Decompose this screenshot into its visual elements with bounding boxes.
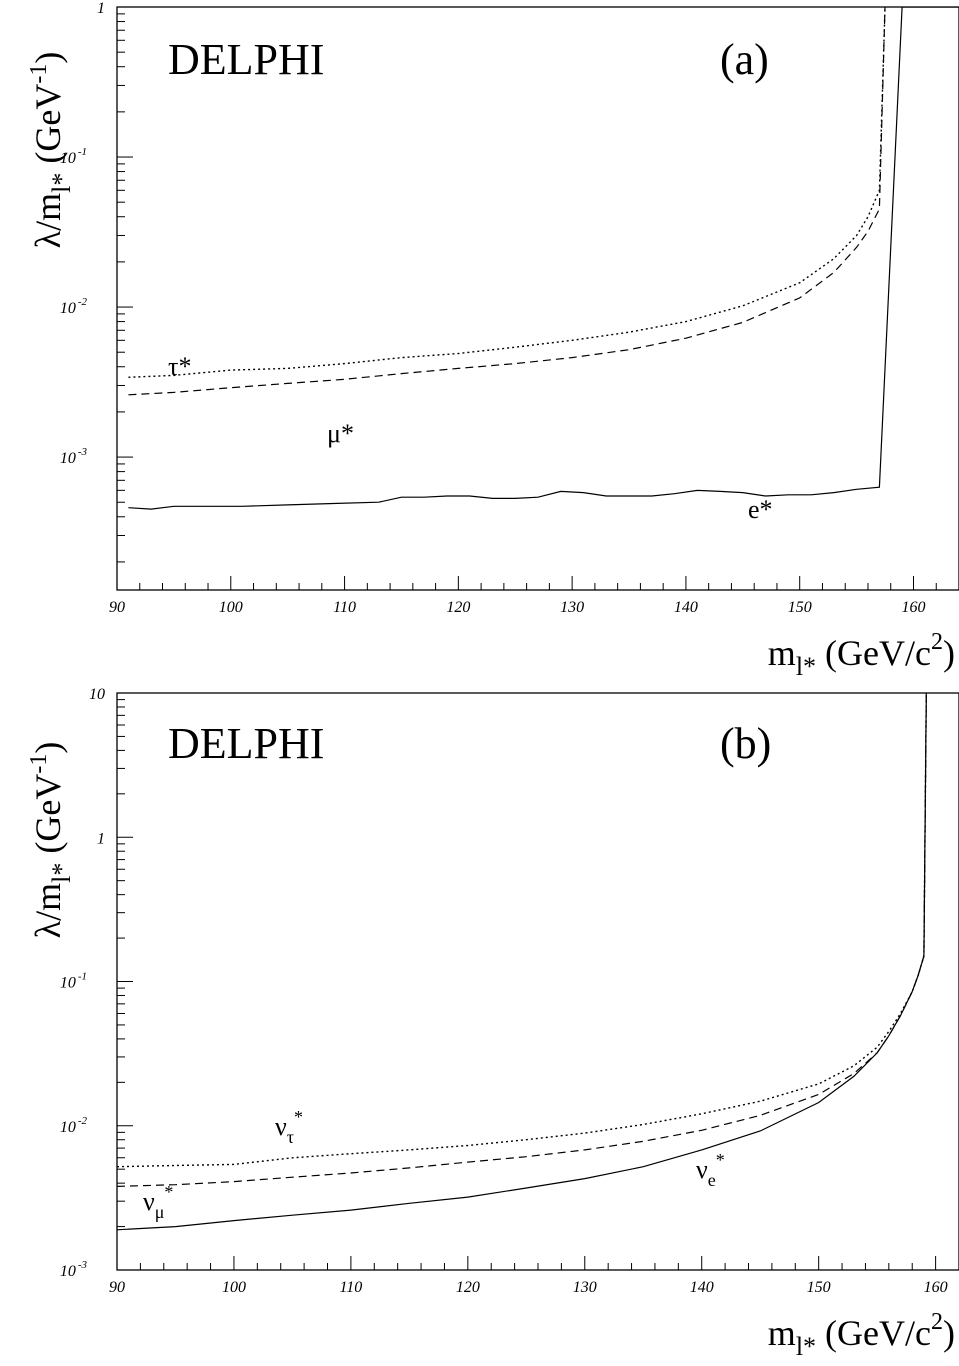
y-tick-label: 1 <box>97 830 105 847</box>
y-tick-label: 10 -1 <box>60 146 87 167</box>
y-tick-label: 10 -2 <box>60 296 88 317</box>
series-label: e* <box>748 495 773 524</box>
experiment-label: DELPHI <box>168 719 324 768</box>
series-label: ντ* <box>275 1107 303 1147</box>
x-tick-label: 90 <box>109 599 125 616</box>
x-tick-label: 130 <box>560 599 584 616</box>
x-tick-label: 120 <box>446 599 470 616</box>
panel-label: (b) <box>720 719 771 768</box>
y-tick-label: 1 <box>97 0 105 17</box>
series-label: τ* <box>168 352 191 381</box>
x-tick-label: 100 <box>219 599 243 616</box>
y-tick-label: 10 -2 <box>60 1115 88 1136</box>
x-tick-label: 160 <box>901 599 925 616</box>
panel-label: (a) <box>720 35 769 84</box>
x-tick-label: 150 <box>807 1279 831 1296</box>
y-tick-label: 10 -1 <box>60 971 87 992</box>
x-tick-label: 90 <box>109 1279 125 1296</box>
panel-a: 90 100 110 120 130 140 150 160 10-3 10-2 10 -1 1 DELP… <box>26 0 959 681</box>
y-tick-label: 10 -3 <box>60 1259 88 1280</box>
series-label: μ* <box>327 419 354 448</box>
series-line-0 <box>117 693 927 1231</box>
plot-frame <box>116 692 959 1271</box>
series-line-1 <box>128 7 886 396</box>
series-line-0 <box>128 7 959 510</box>
y-axis-title: λ/ml* (GeV-1) <box>26 742 76 939</box>
plot-frame <box>116 6 959 591</box>
x-axis-title: ml* (GeV/c2) <box>768 1309 955 1361</box>
series-line-2 <box>128 7 886 378</box>
y-tick-label: 10 -3 <box>60 446 88 467</box>
series-label: νe* <box>696 1150 725 1190</box>
x-tick-label: 150 <box>788 599 812 616</box>
x-tick-label: 110 <box>339 1279 362 1296</box>
x-axis-title: ml* (GeV/c2) <box>768 629 955 681</box>
series-line-1 <box>117 693 927 1187</box>
x-tick-label: 140 <box>674 599 698 616</box>
experiment-label: DELPHI <box>168 35 324 84</box>
series-line-2 <box>117 693 927 1168</box>
series-label: νμ* <box>143 1182 173 1222</box>
y-tick-label: 10 <box>89 686 105 703</box>
x-tick-label: 130 <box>573 1279 597 1296</box>
x-tick-label: 160 <box>924 1279 948 1296</box>
y-axis-title: λ/ml* (GeV-1) <box>26 52 76 249</box>
x-tick-label: 140 <box>690 1279 714 1296</box>
x-tick-label: 120 <box>456 1279 480 1296</box>
x-tick-label: 110 <box>333 599 356 616</box>
x-tick-label: 100 <box>222 1279 246 1296</box>
